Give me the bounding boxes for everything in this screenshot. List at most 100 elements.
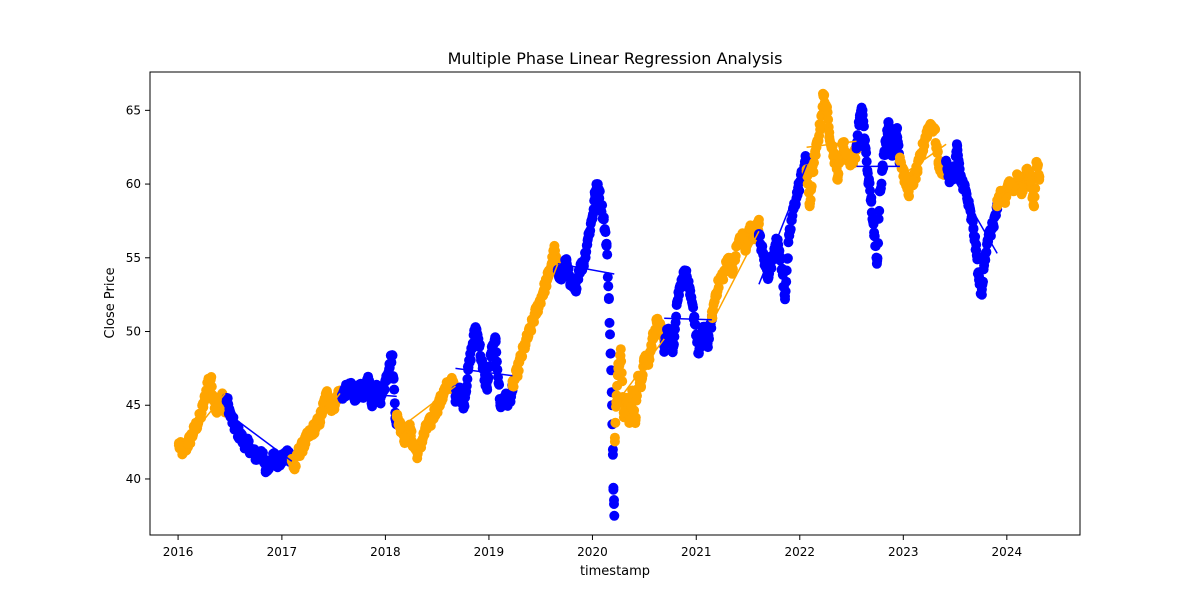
data-point (367, 397, 378, 408)
data-point (486, 347, 497, 358)
data-point (608, 482, 619, 493)
data-point (892, 123, 903, 133)
data-point (1021, 164, 1032, 175)
data-point (903, 186, 914, 197)
data-point (846, 156, 857, 167)
data-point (952, 140, 963, 151)
data-point (920, 131, 931, 142)
data-point (1017, 186, 1028, 197)
data-point (388, 373, 399, 384)
data-point (832, 171, 843, 182)
phase-6-fit-line (455, 367, 513, 377)
data-point (570, 285, 581, 296)
phase-1-fit-line (178, 392, 226, 452)
data-point (561, 255, 572, 266)
data-point (732, 241, 743, 251)
data-point (806, 181, 817, 192)
data-point (762, 270, 773, 281)
x-tick-label: 2023 (888, 545, 919, 559)
data-point (191, 420, 202, 431)
data-point (289, 463, 300, 474)
data-point (668, 339, 679, 350)
data-point (788, 204, 799, 215)
data-point (971, 245, 982, 256)
data-point (582, 235, 593, 246)
data-point (399, 432, 410, 443)
data-point (609, 499, 619, 509)
data-point (863, 176, 874, 187)
data-point (195, 412, 206, 422)
data-point (617, 376, 628, 387)
data-point (492, 364, 503, 375)
phase-4-fit-line (341, 391, 397, 398)
data-point (387, 350, 398, 361)
data-point (556, 273, 567, 284)
data-point (995, 186, 1006, 197)
data-point (230, 422, 241, 433)
data-point (782, 253, 793, 264)
data-point (183, 438, 193, 449)
data-point (824, 127, 835, 138)
data-point (693, 348, 704, 359)
data-point (627, 385, 638, 396)
data-point (630, 415, 641, 425)
data-point (578, 258, 589, 269)
data-point (987, 223, 998, 234)
data-point (851, 140, 862, 151)
data-point (615, 344, 626, 355)
data-point (473, 333, 484, 344)
data-point (205, 373, 216, 384)
y-tick-label: 55 (126, 251, 141, 265)
data-point (982, 235, 993, 246)
data-point (636, 381, 646, 392)
data-point (671, 311, 682, 322)
data-point (459, 400, 469, 411)
data-point (1028, 201, 1039, 212)
plot-area (173, 88, 1045, 521)
data-point (809, 157, 819, 168)
data-point (646, 342, 657, 353)
data-point (621, 392, 632, 403)
data-point (643, 359, 653, 369)
data-point (421, 423, 432, 434)
data-point (821, 102, 832, 113)
data-point (929, 123, 940, 133)
data-point (349, 395, 360, 406)
data-point (269, 450, 280, 461)
data-point (968, 223, 979, 234)
phase-15-fit-line (899, 143, 947, 178)
data-point (438, 388, 449, 399)
data-point (609, 432, 620, 443)
data-point (688, 302, 699, 313)
data-point (714, 274, 725, 285)
data-point (873, 213, 884, 224)
data-point (758, 249, 769, 260)
phase-8-fit-line (557, 262, 615, 275)
x-tick-label: 2017 (267, 545, 298, 559)
phase-2-fit-line (226, 412, 293, 462)
data-point (417, 435, 427, 446)
data-point (916, 149, 927, 160)
y-tick-label: 40 (126, 472, 141, 486)
data-point (823, 114, 834, 125)
data-point (256, 446, 267, 456)
phase-11-fit-line (711, 230, 760, 324)
data-point (941, 156, 952, 167)
data-point (893, 140, 904, 151)
data-point (1013, 171, 1024, 182)
data-point (873, 238, 884, 249)
data-point (603, 294, 614, 305)
data-point (807, 167, 818, 178)
x-tick-label: 2020 (577, 545, 608, 559)
data-point (434, 398, 445, 409)
data-point (610, 417, 621, 428)
data-point (358, 392, 369, 403)
phase-10-fit-line (664, 317, 712, 321)
data-point (979, 252, 990, 263)
plot-frame (149, 71, 1081, 536)
data-point (221, 392, 232, 403)
data-point (363, 373, 374, 384)
data-point (689, 311, 700, 322)
